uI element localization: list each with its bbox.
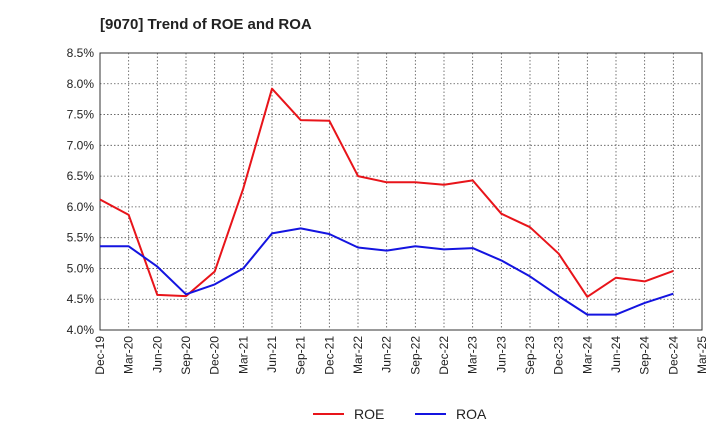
- legend: ROE ROA: [313, 406, 487, 422]
- y-tick-label: 4.5%: [67, 292, 95, 306]
- x-tick-label: Sep-22: [408, 336, 422, 375]
- x-tick-label: Mar-22: [351, 336, 365, 374]
- y-tick-label: 4.0%: [67, 323, 95, 337]
- y-tick-label: 6.5%: [67, 169, 95, 183]
- x-tick-label: Mar-23: [466, 336, 480, 374]
- y-tick-label: 6.0%: [67, 200, 95, 214]
- plot-frame: [99, 52, 703, 331]
- y-tick-label: 7.0%: [67, 138, 95, 152]
- y-tick-label: 8.0%: [67, 77, 95, 91]
- x-tick-label: Mar-24: [580, 336, 594, 374]
- legend-label-roe: ROE: [354, 406, 384, 422]
- x-tick-label: Jun-23: [494, 336, 508, 373]
- x-tick-label: Mar-25: [695, 336, 709, 374]
- series-layer: [99, 87, 674, 316]
- x-tick-label: Dec-21: [322, 336, 336, 375]
- y-tick-label: 5.0%: [67, 261, 95, 275]
- x-tick-label: Dec-23: [552, 336, 566, 375]
- grid-layer: [100, 53, 702, 330]
- x-tick-label: Mar-20: [122, 336, 136, 374]
- x-tick-label: Mar-21: [236, 336, 250, 374]
- x-tick-label: Jun-24: [609, 336, 623, 373]
- y-tick-label: 8.5%: [67, 46, 95, 60]
- x-tick-label: Dec-20: [208, 336, 222, 375]
- x-tick-label: Jun-21: [265, 336, 279, 373]
- x-tick-label: Jun-20: [150, 336, 164, 373]
- x-axis: Dec-19 Mar-20 Jun-20 Sep-20 Dec-20 Mar-21 Jun-…: [93, 336, 709, 375]
- series-line-roa: [100, 227, 674, 316]
- x-tick-label: Dec-24: [666, 336, 680, 375]
- x-tick-label: Dec-19: [93, 336, 107, 375]
- x-tick-label: Sep-21: [294, 336, 308, 375]
- y-axis: 4.0% 4.5% 5.0% 5.5% 6.0% 6.5% 7.0% 7.5% 8.0% 8.5%: [67, 46, 95, 337]
- x-tick-label: Sep-20: [179, 336, 193, 375]
- x-tick-label: Sep-24: [638, 336, 652, 375]
- x-tick-label: Jun-22: [380, 336, 394, 373]
- series-line-roe: [99, 87, 674, 298]
- y-tick-label: 7.5%: [67, 108, 95, 122]
- x-tick-label: Dec-22: [437, 336, 451, 375]
- chart-title: [9070] Trend of ROE and ROA: [100, 16, 312, 33]
- y-tick-label: 5.5%: [67, 231, 95, 245]
- x-tick-label: Sep-23: [523, 336, 537, 375]
- legend-label-roa: ROA: [456, 406, 487, 422]
